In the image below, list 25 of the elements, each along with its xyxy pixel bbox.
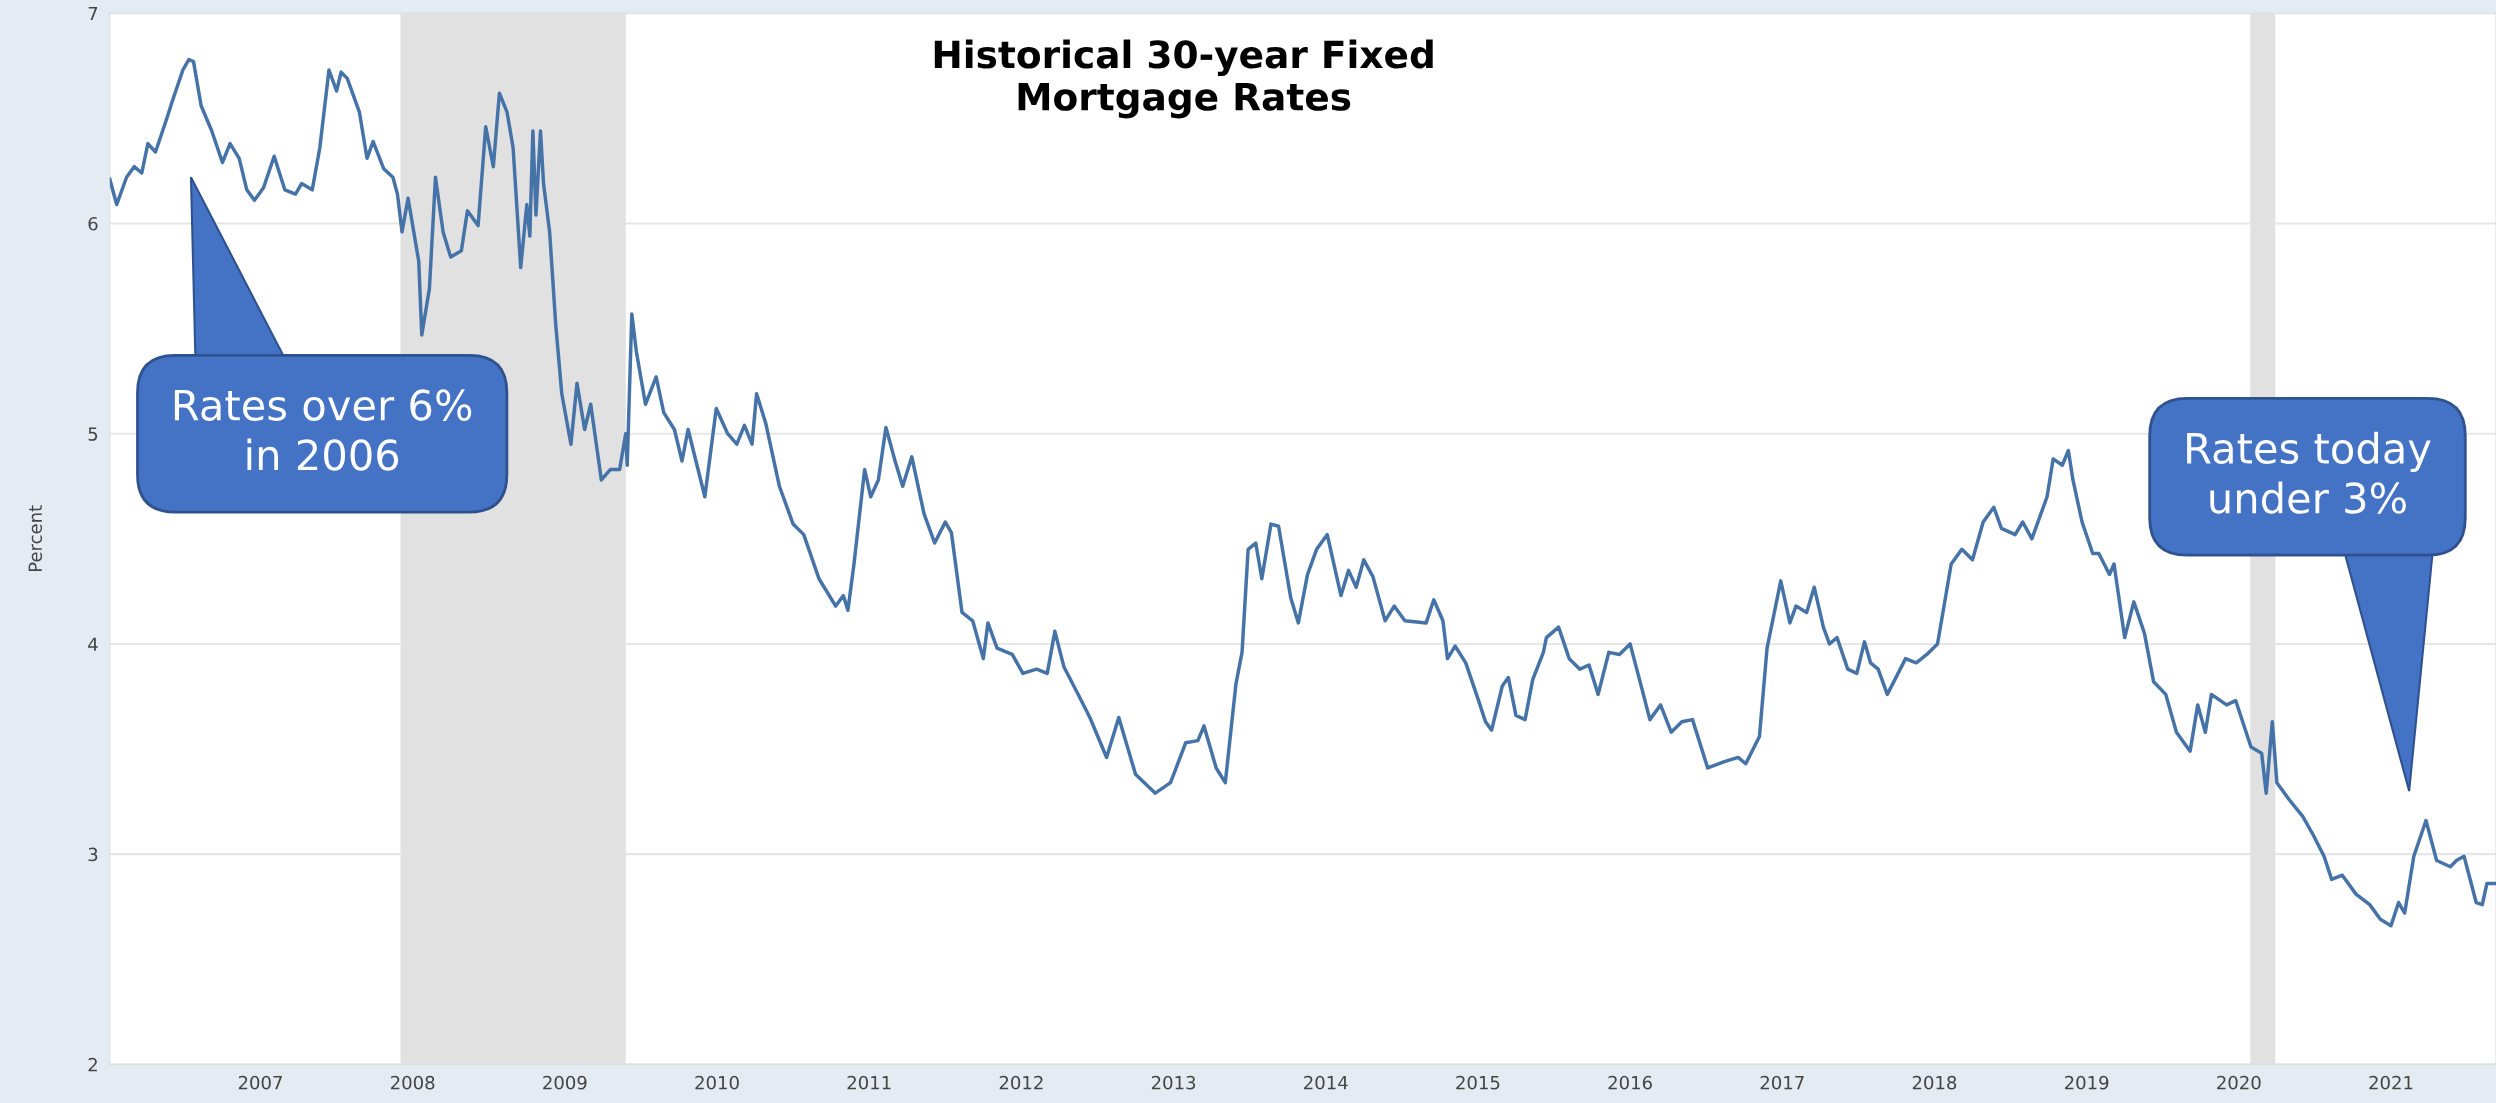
- x-tick-label: 2015: [1456, 1075, 1500, 1090]
- y-tick-label: 4: [88, 637, 98, 651]
- y-tick-label: 5: [88, 427, 98, 441]
- y-tick-label: 6: [88, 216, 98, 231]
- x-tick-label: 2008: [391, 1075, 435, 1090]
- y-tick-label: 2: [88, 1057, 97, 1072]
- y-tick-label: 3: [88, 847, 98, 862]
- x-tick-label: 2019: [2064, 1075, 2109, 1090]
- x-tick-label: 2021: [2369, 1075, 2413, 1090]
- x-tick-label: 2020: [2217, 1075, 2261, 1090]
- x-tick-label: 2016: [1608, 1075, 1652, 1090]
- x-tick-label: 2014: [1304, 1075, 1348, 1090]
- x-tick-label: 2013: [1151, 1075, 1196, 1090]
- x-tick-label: 2009: [543, 1075, 587, 1090]
- y-tick-label: 7: [88, 6, 98, 21]
- annotation: Rates over 6% in 2006: [174, 389, 472, 471]
- y-axis-title: Percent: [28, 505, 43, 571]
- text: Historical 30-year Fixed Mortgage Rates: [934, 39, 1433, 119]
- x-tick-label: 2012: [999, 1075, 1043, 1090]
- x-tick-label: 2017: [1760, 1075, 1804, 1090]
- x-tick-label: 2011: [847, 1075, 891, 1090]
- x-tick-label: 2010: [695, 1075, 739, 1090]
- annotation: Rates today under 3%: [2187, 431, 2431, 514]
- x-tick-label: 2007: [238, 1075, 282, 1090]
- x-tick-label: 2018: [1912, 1075, 1957, 1090]
